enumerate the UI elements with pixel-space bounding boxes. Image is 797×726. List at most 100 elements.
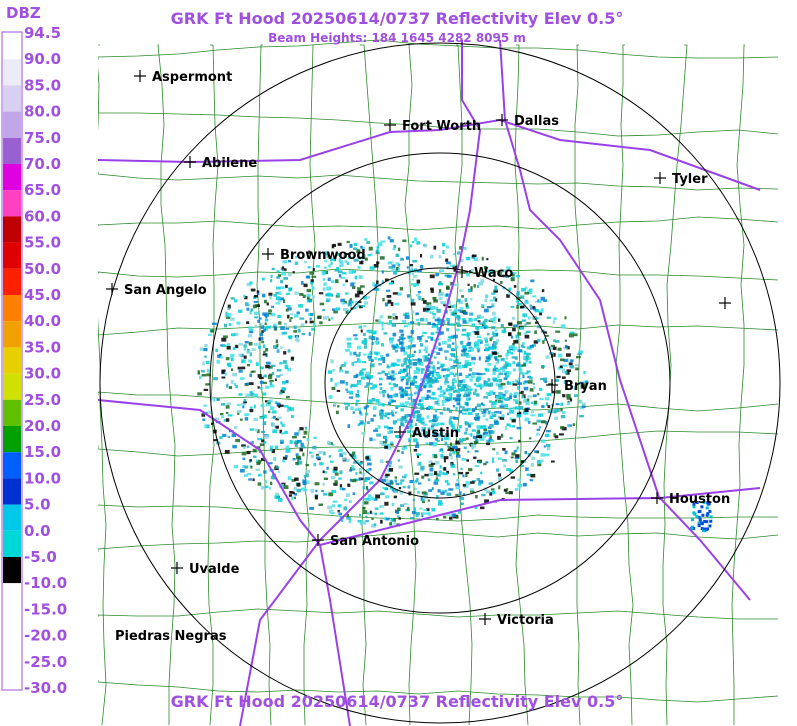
- echo-pixel: [414, 381, 418, 384]
- echo-pixel: [703, 529, 707, 533]
- echo-pixel: [518, 401, 522, 405]
- echo-pixel: [330, 377, 333, 382]
- echo-pixel: [504, 372, 507, 376]
- echo-pixel: [449, 305, 454, 309]
- echo-pixel: [276, 270, 280, 273]
- echo-pixel: [259, 317, 262, 320]
- echo-pixel: [449, 386, 454, 391]
- echo-pixel: [478, 483, 482, 486]
- echo-pixel: [352, 411, 355, 414]
- echo-pixel: [414, 384, 420, 389]
- echo-pixel: [434, 471, 438, 476]
- echo-pixel: [466, 402, 469, 407]
- city-label: Abilene: [202, 156, 257, 171]
- echo-pixel: [379, 415, 384, 420]
- echo-pixel: [387, 299, 392, 304]
- echo-pixel: [311, 275, 317, 278]
- city-label: Bryan: [564, 379, 607, 394]
- echo-pixel: [221, 337, 227, 342]
- echo-pixel: [223, 419, 228, 422]
- echo-pixel: [439, 393, 445, 397]
- echo-pixel: [429, 442, 434, 446]
- echo-pixel: [513, 450, 517, 453]
- echo-pixel: [365, 412, 369, 416]
- echo-pixel: [395, 393, 398, 396]
- echo-pixel: [353, 306, 357, 310]
- echo-pixel: [423, 359, 428, 362]
- echo-pixel: [381, 328, 384, 331]
- echo-pixel: [410, 283, 416, 286]
- echo-pixel: [363, 325, 367, 328]
- echo-pixel: [365, 371, 370, 376]
- echo-pixel: [447, 300, 451, 305]
- echo-pixel: [407, 336, 411, 339]
- colorbar-band: [3, 347, 21, 374]
- echo-pixel: [474, 439, 479, 443]
- echo-pixel: [536, 450, 539, 454]
- echo-pixel: [319, 462, 324, 466]
- city-label: Austin: [412, 426, 459, 441]
- colorbar: 94.590.085.080.075.070.065.060.055.050.0…: [3, 24, 67, 697]
- radar-echoes: [197, 236, 713, 533]
- echo-pixel: [308, 451, 313, 454]
- echo-pixel: [460, 502, 465, 506]
- echo-pixel: [295, 462, 300, 465]
- echo-pixel: [447, 274, 452, 278]
- colorbar-band: [3, 164, 21, 191]
- echo-pixel: [470, 443, 476, 448]
- echo-pixel: [429, 378, 434, 383]
- echo-pixel: [510, 335, 514, 339]
- echo-pixel: [373, 523, 377, 526]
- echo-pixel: [484, 337, 489, 341]
- echo-pixel: [508, 292, 511, 295]
- echo-pixel: [268, 486, 272, 490]
- colorbar-label: -20.0: [24, 627, 67, 645]
- echo-pixel: [382, 297, 385, 302]
- echo-pixel: [447, 305, 451, 309]
- echo-pixel: [318, 503, 324, 506]
- echo-pixel: [346, 261, 349, 265]
- echo-pixel: [387, 431, 391, 435]
- echo-pixel: [482, 320, 486, 325]
- echo-pixel: [435, 477, 439, 481]
- echo-pixel: [427, 478, 431, 482]
- echo-pixel: [444, 437, 449, 440]
- echo-pixel: [495, 352, 499, 355]
- echo-pixel: [531, 344, 536, 347]
- echo-pixel: [419, 468, 425, 472]
- echo-pixel: [330, 258, 335, 261]
- echo-pixel: [269, 379, 274, 382]
- echo-pixel: [449, 396, 453, 399]
- echo-pixel: [266, 302, 269, 306]
- echo-pixel: [262, 421, 267, 426]
- echo-pixel: [406, 266, 409, 269]
- echo-pixel: [350, 383, 355, 387]
- echo-pixel: [440, 422, 445, 426]
- echo-pixel: [421, 298, 425, 302]
- echo-pixel: [401, 388, 404, 392]
- echo-pixel: [454, 359, 458, 364]
- echo-pixel: [379, 321, 384, 325]
- echo-pixel: [264, 299, 267, 304]
- echo-pixel: [498, 386, 504, 390]
- echo-pixel: [369, 481, 374, 485]
- echo-pixel: [348, 300, 352, 304]
- echo-pixel: [376, 341, 380, 345]
- echo-pixel: [312, 268, 315, 272]
- echo-pixel: [242, 465, 246, 469]
- city-label: Fort Worth: [402, 119, 481, 134]
- echo-pixel: [230, 353, 235, 358]
- echo-pixel: [340, 519, 344, 522]
- echo-pixel: [482, 404, 486, 407]
- echo-pixel: [470, 361, 473, 364]
- echo-pixel: [366, 382, 370, 386]
- echo-pixel: [273, 325, 277, 330]
- echo-pixel: [423, 509, 428, 512]
- echo-pixel: [442, 403, 445, 407]
- echo-pixel: [340, 364, 343, 368]
- echo-pixel: [491, 412, 495, 415]
- echo-pixel: [528, 316, 531, 320]
- echo-pixel: [441, 242, 446, 247]
- echo-pixel: [441, 472, 445, 475]
- echo-pixel: [561, 426, 567, 431]
